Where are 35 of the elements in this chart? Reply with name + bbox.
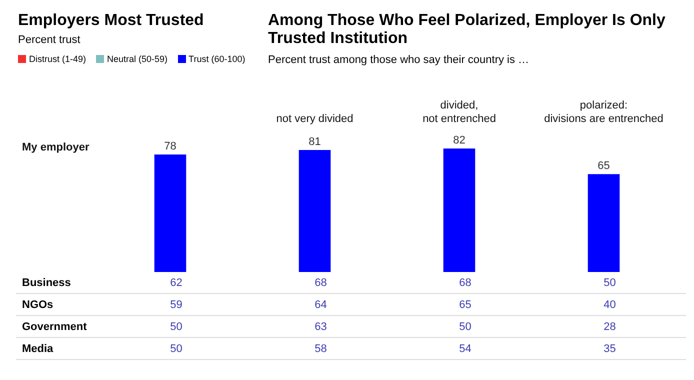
data-label: 82 (453, 134, 466, 146)
data-label: 65 (598, 160, 610, 172)
y-tick-label: Government (21, 320, 88, 332)
text: Neutral (50-59) (107, 54, 168, 64)
data-label: 50 (169, 342, 184, 354)
chart-subtitle: Percent trust among those who say their country is … (268, 54, 530, 66)
data-label: 58 (314, 342, 328, 354)
data-label: 59 (169, 298, 184, 310)
y-tick-label: Business (21, 276, 72, 288)
data-label: 50 (169, 320, 184, 332)
data-label: 65 (458, 298, 472, 310)
data-label: 35 (602, 342, 617, 354)
chart-title: Among Those Who Feel Polarized, Employer Is Only Trusted Institution (268, 12, 666, 48)
data-label: 40 (602, 298, 617, 310)
data-label: 50 (602, 276, 617, 288)
data-label: 63 (314, 320, 328, 332)
data-label: 54 (458, 342, 472, 354)
y-tick-label: NGOs (21, 298, 54, 310)
x-tick-label: polarized: divisions are entrenched (544, 100, 664, 125)
data-label: 81 (308, 136, 321, 148)
text: Percent trust (18, 34, 82, 46)
text: Trust (60-100) (188, 54, 246, 64)
text: Distrust (1-49) (29, 54, 86, 64)
y-tick-label: Media (21, 342, 54, 354)
data-label: 62 (169, 276, 184, 288)
data-label: 68 (314, 276, 328, 288)
x-tick-label: divided, not entrenched (422, 100, 496, 125)
data-label: 78 (164, 140, 176, 152)
data-label: 50 (458, 320, 472, 332)
data-label: 64 (314, 298, 328, 310)
text: My employer (22, 141, 90, 154)
text: Employers Most Trusted (18, 12, 205, 30)
data-label: 28 (602, 320, 617, 332)
x-tick-label: not very divided (276, 112, 354, 125)
data-label: 68 (458, 276, 472, 288)
